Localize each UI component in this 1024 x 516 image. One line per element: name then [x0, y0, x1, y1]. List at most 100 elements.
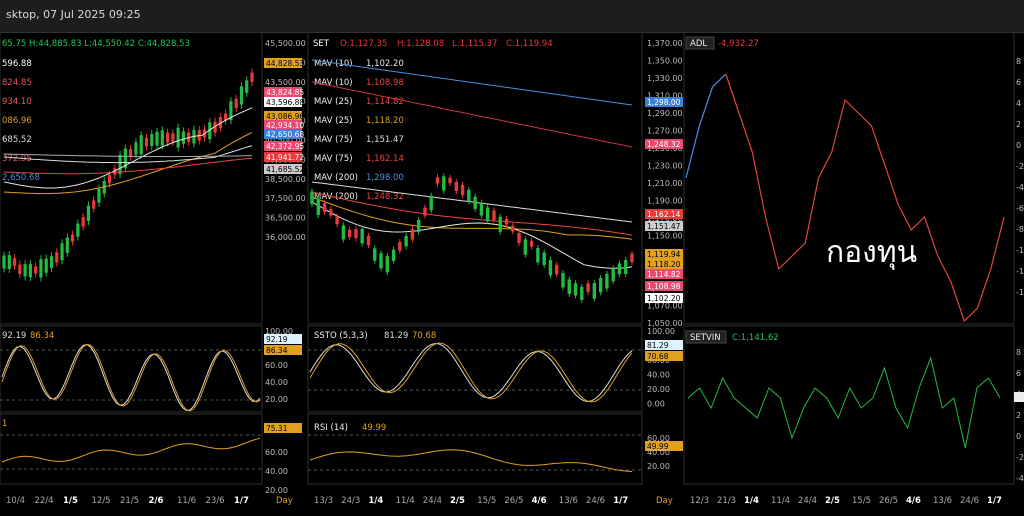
mav-legend-value: 1,114.82 [366, 97, 404, 107]
left-candle [107, 174, 112, 184]
set-candle [517, 233, 521, 243]
svg-text:41,685.52: 41,685.52 [266, 165, 304, 174]
left-price-tag: 43,824.85 [264, 87, 304, 97]
setvin-frame [683, 325, 1015, 485]
mid-sto-tick: 20.00 [647, 385, 670, 394]
adl-tick: 6 [1016, 78, 1021, 87]
left-candle [28, 264, 32, 278]
mid-date-tick: 24/6 [586, 496, 605, 506]
left-candle [176, 127, 180, 148]
left-mav-value: 824.85 [2, 78, 32, 88]
left-price-tag: 43,596.88 [264, 97, 304, 107]
adl-tick: -14 [1016, 288, 1024, 297]
left-candle [55, 252, 59, 263]
mav-legend-value: 1,162.14 [366, 154, 404, 164]
set-candle [404, 235, 408, 247]
mid-rsi-tick: 60.00 [647, 434, 670, 443]
svg-text:1,118.20: 1,118.20 [647, 260, 681, 269]
setvin-tick: 2 [1016, 411, 1021, 420]
mid-price-tick: 1,230.00 [647, 162, 683, 171]
mid-date-tick: 1/7 [613, 496, 628, 506]
right-date-tick: 1/7 [987, 496, 1002, 506]
mid-price-frame [307, 31, 643, 325]
setvin-tick: 8 [1016, 348, 1021, 357]
adl-name-box [685, 36, 715, 50]
mid-date-tick: 15/5 [477, 496, 496, 506]
left-candle [224, 113, 228, 121]
set-candle [498, 216, 502, 232]
right-date-tick: 12/3 [690, 496, 709, 506]
mid-sto-tag1: 81.29 [645, 340, 683, 350]
set-candle [473, 196, 477, 209]
set-open: O:1,127.35 [340, 39, 387, 49]
mid-date-tick: 24/4 [423, 496, 442, 506]
set-candle [454, 182, 459, 191]
set-mav75b-line [311, 191, 633, 236]
window-title: sktop, 07 Jul 2025 09:25 [6, 8, 141, 21]
adl-tick: 4 [1016, 99, 1021, 108]
left-candle [245, 80, 249, 93]
right-date-tick: 4/6 [906, 496, 921, 506]
ssto-value1: 81.29 [384, 331, 408, 341]
set-candle [617, 263, 622, 275]
mav-legend-value: 1,118.20 [366, 116, 404, 126]
set-candle [416, 219, 421, 232]
chart-canvas[interactable]: 65.75 H:44,885.83 L:44,550.42 C:44,828.5… [0, 31, 1024, 512]
svg-text:1,108.98: 1,108.98 [647, 282, 681, 291]
set-candle [460, 184, 465, 196]
left-price-tick: 37,500.00 [265, 194, 306, 203]
mid-price-tick: 1,370.00 [647, 39, 683, 48]
left-candle [234, 98, 238, 109]
mid-sto-frame [307, 325, 643, 413]
set-mav10-line [311, 201, 633, 269]
left-price-tag: 43,086.96 [264, 111, 304, 121]
left-candle [208, 122, 212, 140]
adl-frame [683, 31, 1015, 325]
set-mav200-line [311, 59, 633, 106]
right-date-tick: 1/4 [744, 496, 759, 506]
left-date-tick: 2/6 [149, 496, 164, 506]
left-sto-tick: 40.00 [265, 378, 288, 387]
set-mav25-line [311, 196, 633, 240]
svg-text:44,828.53: 44,828.53 [266, 59, 304, 68]
mid-price-tag: 1,151.47 [645, 221, 683, 231]
ssto-value2: 70.68 [412, 331, 436, 341]
set-candle [391, 249, 396, 261]
mid-price-tag: 1,108.98 [645, 281, 683, 291]
left-price-tag: 44,828.53 [264, 58, 304, 68]
mid-price-tick: 1,310.00 [647, 92, 683, 101]
left-date-tick: 23/6 [206, 496, 225, 506]
mav-legend-name: MAV (75) [314, 135, 353, 145]
svg-text:1,119.94: 1,119.94 [647, 250, 681, 259]
mid-price-tag: 1,118.20 [645, 259, 683, 269]
set-candle [479, 202, 484, 216]
adl-tick: -12 [1016, 267, 1024, 276]
left-candle [44, 258, 48, 273]
left-rsi-value: 1 [2, 419, 7, 429]
set-candle [536, 247, 540, 263]
left-mav-value: 372.95 [2, 154, 32, 164]
left-date-tick: 21/5 [120, 496, 139, 506]
svg-text:42,650.68: 42,650.68 [266, 130, 304, 139]
left-rsi-tick: 60.00 [265, 448, 288, 457]
set-candle [316, 199, 320, 215]
left-candle [76, 223, 80, 237]
set-candle [429, 195, 433, 211]
set-candle [511, 225, 515, 232]
left-sto-tick: 100.00 [265, 327, 293, 336]
set-candle [485, 207, 490, 222]
left-candle [134, 142, 138, 155]
mid-sto-tag2: 70.68 [645, 351, 683, 361]
left-candle [171, 133, 175, 142]
left-sto-k-line [1, 343, 261, 412]
set-candle [630, 253, 634, 263]
left-sto-frame [0, 325, 263, 413]
left-candle [65, 237, 69, 253]
set-candle [567, 279, 571, 294]
mid-sto-tick: 0.00 [647, 400, 665, 409]
svg-text:92.19: 92.19 [266, 335, 288, 344]
adl-tick: 2 [1016, 120, 1021, 129]
adl-tick: -10 [1016, 246, 1024, 255]
left-rsi-tick: 40.00 [265, 467, 288, 476]
mid-date-tick: 13/3 [314, 496, 333, 506]
